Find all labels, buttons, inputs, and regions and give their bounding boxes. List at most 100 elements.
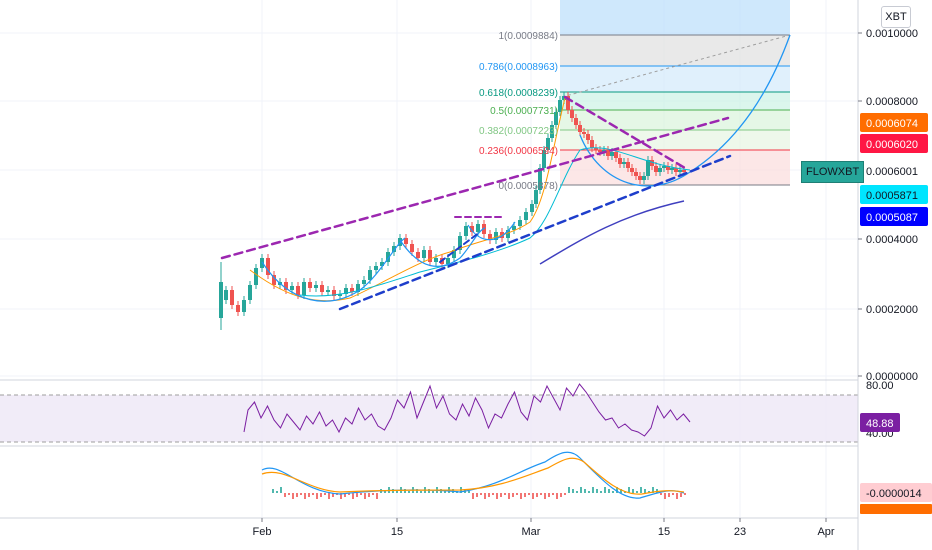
candle-body xyxy=(602,150,606,152)
candle-body xyxy=(386,252,390,262)
candle-body xyxy=(284,282,288,290)
moving-average-indigo xyxy=(539,200,685,265)
macd-histogram-bar xyxy=(296,493,298,497)
candle-body xyxy=(230,290,234,305)
fib-zone xyxy=(560,92,790,110)
time-tick-label: 15 xyxy=(391,526,403,538)
macd-histogram-bar xyxy=(632,489,634,493)
price-axis[interactable]: 0.00100000.00080000.00060000.00040000.00… xyxy=(857,0,932,550)
macd-histogram-bar xyxy=(480,493,482,495)
macd-histogram-bar xyxy=(560,493,562,497)
candle-body xyxy=(562,96,566,100)
fib-zone xyxy=(560,110,790,130)
price-tag xyxy=(860,207,928,226)
candle-body xyxy=(434,258,438,262)
candle-body xyxy=(506,230,510,238)
candle-body xyxy=(308,282,312,288)
candle-body xyxy=(314,285,318,288)
candle-body xyxy=(488,234,492,240)
fib-level-label: 0.786(0.0008963) xyxy=(479,62,558,73)
candle-body xyxy=(272,275,276,285)
macd-histogram-bar xyxy=(476,493,478,497)
candle-body xyxy=(428,250,432,262)
macd-histogram-bar xyxy=(548,493,550,497)
macd-histogram-bar xyxy=(640,487,642,493)
rsi-value-label: 48.88 xyxy=(866,418,894,430)
candle-body xyxy=(546,138,550,150)
candle-body xyxy=(416,252,420,258)
rsi-upper-label: 80.00 xyxy=(866,380,894,392)
macd-histogram-bar xyxy=(508,493,510,499)
candle-body xyxy=(338,294,342,296)
candle-body xyxy=(404,238,408,244)
trend-lines[interactable] xyxy=(220,95,732,311)
candle-body xyxy=(368,270,372,280)
candle-body xyxy=(594,148,598,150)
candle-body xyxy=(512,226,516,230)
macd-histogram-bar xyxy=(384,491,386,493)
macd-histogram-bar xyxy=(516,493,518,495)
candle-body xyxy=(630,168,634,172)
macd-histogram-bar xyxy=(664,493,666,499)
candle-body xyxy=(638,176,642,180)
candle-body xyxy=(590,140,594,148)
candlestick-series xyxy=(219,92,686,330)
candle-body xyxy=(458,236,462,250)
price-tick-label: 0.0002000 xyxy=(866,304,918,316)
candle-body xyxy=(610,152,614,156)
macd-histogram-bar xyxy=(408,491,410,493)
lower-channel-line xyxy=(338,154,732,311)
candle-body xyxy=(362,280,366,284)
macd-histogram-bar xyxy=(444,491,446,493)
macd-histogram-bar xyxy=(356,493,358,497)
time-axis[interactable]: Feb 15 Mar 15 23 Apr xyxy=(253,518,835,538)
candle-body xyxy=(476,224,480,232)
macd-histogram-bar xyxy=(588,491,590,493)
macd-histogram-bar xyxy=(316,493,318,499)
macd-histogram-bar xyxy=(348,493,350,495)
candle-body xyxy=(606,150,610,156)
candle-body xyxy=(464,226,468,236)
candle-body xyxy=(570,110,574,118)
macd-histogram-bar xyxy=(684,493,686,495)
macd-histogram-bar xyxy=(340,493,342,499)
fib-level-label: 0.236(0.0006594) xyxy=(479,146,558,157)
time-tick-label: Mar xyxy=(522,526,541,538)
price-tag-label: 0.0006001 xyxy=(866,166,918,178)
macd-histogram-bar xyxy=(288,493,290,495)
time-tick-label: 23 xyxy=(734,526,746,538)
candle-body xyxy=(266,258,270,275)
candle-body xyxy=(574,118,578,125)
fib-level-label: 0(0.0005878) xyxy=(499,181,559,192)
rsi-pane[interactable] xyxy=(0,379,932,443)
macd-histogram-bar xyxy=(344,493,346,497)
macd-histogram-bar xyxy=(668,493,670,497)
rsi-band xyxy=(0,395,858,442)
candle-body xyxy=(622,162,626,164)
macd-histogram-bar xyxy=(568,487,570,493)
macd-pane[interactable] xyxy=(0,445,932,519)
upper-channel-line xyxy=(220,116,730,260)
candle-body xyxy=(248,285,252,300)
candle-body xyxy=(586,134,590,140)
currency-badge[interactable]: XBT xyxy=(881,6,911,28)
candle-body xyxy=(534,190,538,204)
macd-histogram-bar xyxy=(672,493,674,495)
fib-level-labels: 1(0.0009884) 0.786(0.0008963) 0.618(0.0008… xyxy=(479,31,558,192)
fib-level-label: 0.5(0.0007731) xyxy=(490,106,558,117)
candle-body xyxy=(422,250,426,258)
candle-body xyxy=(678,170,682,172)
macd-histogram-bar xyxy=(556,493,558,499)
macd-histogram-bar xyxy=(576,491,578,493)
macd-histogram-bar xyxy=(532,493,534,499)
fibonacci-retracement[interactable] xyxy=(560,0,791,186)
moving-average-orange xyxy=(249,97,566,302)
candle-body xyxy=(452,250,456,258)
candle-body xyxy=(618,158,622,164)
candle-body xyxy=(614,152,618,158)
price-tag-label: 0.0006074 xyxy=(866,118,918,130)
macd-histogram-bar xyxy=(428,489,430,493)
macd-histogram-bar xyxy=(312,493,314,495)
macd-histogram-bar xyxy=(564,493,566,495)
